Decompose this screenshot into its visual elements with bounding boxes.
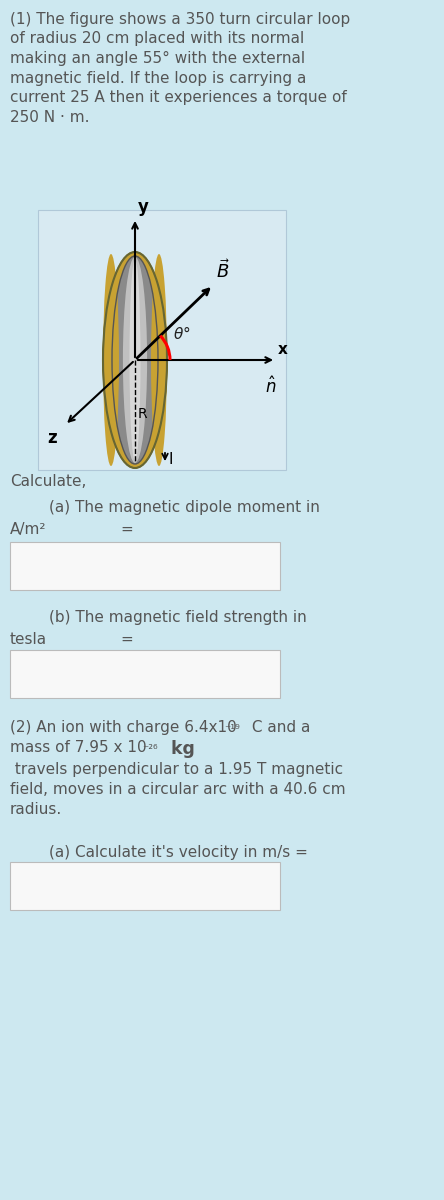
Text: travels perpendicular to a 1.95 T magnetic: travels perpendicular to a 1.95 T magnet… (10, 762, 343, 778)
Ellipse shape (103, 252, 167, 468)
Text: magnetic field. If the loop is carrying a: magnetic field. If the loop is carrying … (10, 71, 306, 85)
Ellipse shape (112, 256, 158, 464)
Ellipse shape (130, 259, 140, 461)
Text: I: I (168, 451, 173, 467)
Text: C and a: C and a (247, 720, 310, 734)
Text: of radius 20 cm placed with its normal: of radius 20 cm placed with its normal (10, 31, 304, 47)
FancyBboxPatch shape (10, 650, 280, 698)
FancyBboxPatch shape (10, 862, 280, 910)
FancyBboxPatch shape (38, 210, 286, 470)
Text: kg: kg (165, 740, 195, 758)
Text: (1) The figure shows a 350 turn circular loop: (1) The figure shows a 350 turn circular… (10, 12, 350, 26)
Text: A/m²: A/m² (10, 522, 47, 538)
Ellipse shape (103, 254, 119, 466)
Text: mass of 7.95 x 10: mass of 7.95 x 10 (10, 740, 147, 755)
Text: 250 N · m.: 250 N · m. (10, 109, 90, 125)
Text: current 25 A then it experiences a torque of: current 25 A then it experiences a torqu… (10, 90, 347, 104)
Text: radius.: radius. (10, 802, 62, 817)
Ellipse shape (151, 254, 167, 466)
Text: Calculate,: Calculate, (10, 474, 87, 490)
Text: field, moves in a circular arc with a 40.6 cm: field, moves in a circular arc with a 40… (10, 782, 345, 797)
Text: making an angle 55° with the external: making an angle 55° with the external (10, 50, 305, 66)
Text: z: z (48, 428, 57, 446)
Text: (2) An ion with charge 6.4x10: (2) An ion with charge 6.4x10 (10, 720, 237, 734)
Text: $\theta°$: $\theta°$ (173, 325, 190, 342)
Text: $\vec{B}$: $\vec{B}$ (216, 259, 230, 282)
Text: y: y (138, 198, 149, 216)
Text: $\hat{n}$: $\hat{n}$ (266, 376, 277, 396)
Text: ⁻¹⁹: ⁻¹⁹ (224, 722, 240, 736)
Text: (a) Calculate it's velocity in m/s =: (a) Calculate it's velocity in m/s = (10, 845, 308, 860)
Text: x: x (278, 342, 288, 358)
Ellipse shape (123, 257, 147, 463)
Text: ⁻²⁶: ⁻²⁶ (142, 743, 158, 756)
FancyBboxPatch shape (10, 542, 280, 590)
Text: (a) The magnetic dipole moment in: (a) The magnetic dipole moment in (10, 500, 320, 515)
Text: (b) The magnetic field strength in: (b) The magnetic field strength in (10, 610, 307, 625)
Text: =: = (120, 522, 133, 538)
Text: =: = (120, 632, 133, 647)
Text: R: R (138, 407, 147, 421)
Text: tesla: tesla (10, 632, 47, 647)
